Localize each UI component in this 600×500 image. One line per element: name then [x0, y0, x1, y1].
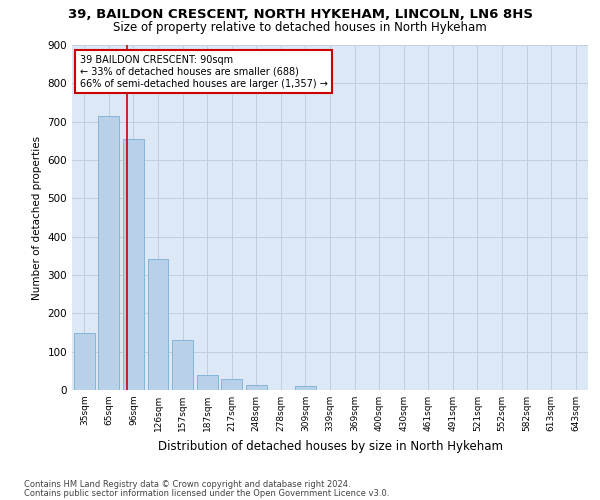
Bar [172, 340, 193, 390]
Y-axis label: Number of detached properties: Number of detached properties [32, 136, 42, 300]
Text: 39 BAILDON CRESCENT: 90sqm
← 33% of detached houses are smaller (688)
66% of sem: 39 BAILDON CRESCENT: 90sqm ← 33% of deta… [80, 56, 328, 88]
Bar [123, 139, 144, 390]
Bar [197, 374, 218, 390]
Bar [74, 332, 95, 390]
Text: Contains HM Land Registry data © Crown copyright and database right 2024.: Contains HM Land Registry data © Crown c… [24, 480, 350, 489]
Text: 39, BAILDON CRESCENT, NORTH HYKEHAM, LINCOLN, LN6 8HS: 39, BAILDON CRESCENT, NORTH HYKEHAM, LIN… [67, 8, 533, 20]
Text: Contains public sector information licensed under the Open Government Licence v3: Contains public sector information licen… [24, 489, 389, 498]
Bar [221, 378, 242, 390]
Bar [98, 116, 119, 390]
Bar [295, 386, 316, 390]
X-axis label: Distribution of detached houses by size in North Hykeham: Distribution of detached houses by size … [157, 440, 503, 452]
Bar [246, 386, 267, 390]
Bar [148, 258, 169, 390]
Text: Size of property relative to detached houses in North Hykeham: Size of property relative to detached ho… [113, 21, 487, 34]
